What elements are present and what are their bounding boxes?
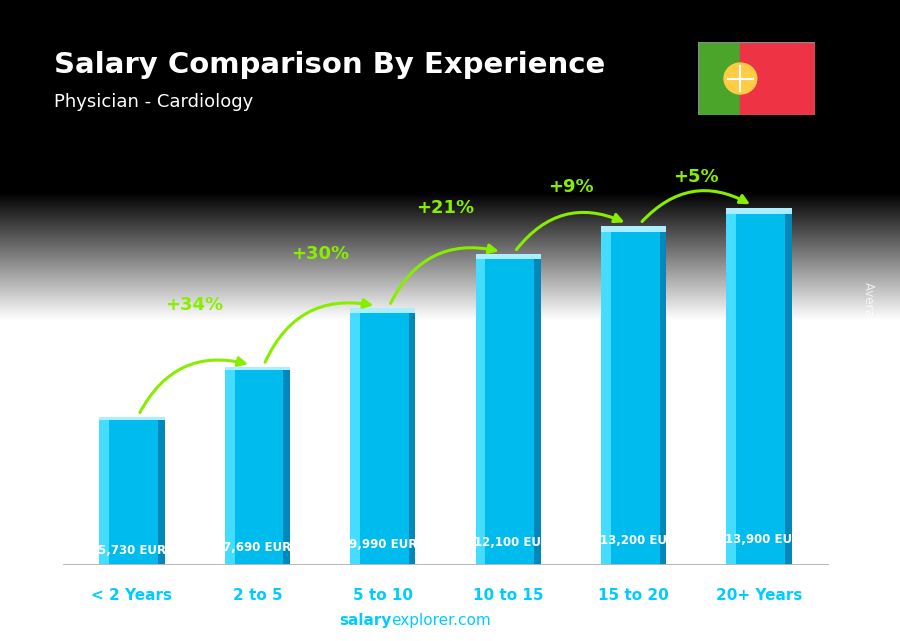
Text: +5%: +5% bbox=[673, 168, 719, 186]
Bar bbox=[601, 226, 666, 564]
Circle shape bbox=[724, 63, 757, 94]
Text: 5,730 EUR: 5,730 EUR bbox=[98, 544, 166, 557]
Text: 10 to 15: 10 to 15 bbox=[473, 588, 544, 603]
Text: 13,200 EUR: 13,200 EUR bbox=[599, 534, 676, 547]
Bar bbox=[785, 208, 792, 564]
Bar bbox=[99, 417, 165, 564]
Text: 2 to 5: 2 to 5 bbox=[232, 588, 283, 603]
Bar bbox=[475, 254, 485, 564]
Text: explorer.com: explorer.com bbox=[392, 613, 491, 628]
Text: 20+ Years: 20+ Years bbox=[716, 588, 802, 603]
Bar bbox=[475, 254, 541, 564]
Bar bbox=[601, 226, 666, 232]
Text: 12,100 EUR: 12,100 EUR bbox=[474, 536, 551, 549]
Text: +21%: +21% bbox=[417, 199, 474, 217]
Text: +9%: +9% bbox=[548, 178, 594, 196]
Bar bbox=[99, 417, 109, 564]
Bar bbox=[726, 208, 792, 214]
Bar bbox=[350, 308, 416, 313]
Text: 9,990 EUR: 9,990 EUR bbox=[349, 538, 418, 551]
Bar bbox=[284, 367, 290, 564]
Text: < 2 Years: < 2 Years bbox=[92, 588, 173, 603]
Bar bbox=[475, 254, 541, 260]
Bar bbox=[225, 367, 290, 564]
Text: Average Monthly Salary: Average Monthly Salary bbox=[862, 282, 875, 423]
Text: salary: salary bbox=[339, 613, 392, 628]
Bar bbox=[409, 308, 416, 564]
Bar bbox=[158, 417, 165, 564]
Bar bbox=[99, 417, 165, 420]
Text: Salary Comparison By Experience: Salary Comparison By Experience bbox=[54, 51, 605, 79]
Bar bbox=[741, 42, 814, 115]
Bar bbox=[660, 226, 666, 564]
Bar bbox=[601, 226, 611, 564]
Bar bbox=[726, 208, 792, 564]
Bar bbox=[350, 308, 360, 564]
Bar bbox=[225, 367, 235, 564]
Text: 7,690 EUR: 7,690 EUR bbox=[223, 541, 292, 554]
Text: 15 to 20: 15 to 20 bbox=[598, 588, 669, 603]
Bar bbox=[726, 208, 736, 564]
Bar bbox=[225, 367, 290, 370]
Text: 5 to 10: 5 to 10 bbox=[353, 588, 413, 603]
Text: Physician - Cardiology: Physician - Cardiology bbox=[54, 93, 253, 111]
Bar bbox=[350, 308, 416, 564]
Text: +34%: +34% bbox=[166, 296, 224, 314]
Text: 13,900 EUR: 13,900 EUR bbox=[725, 533, 801, 546]
Bar bbox=[698, 42, 741, 115]
Bar bbox=[535, 254, 541, 564]
Text: +30%: +30% bbox=[291, 245, 349, 263]
